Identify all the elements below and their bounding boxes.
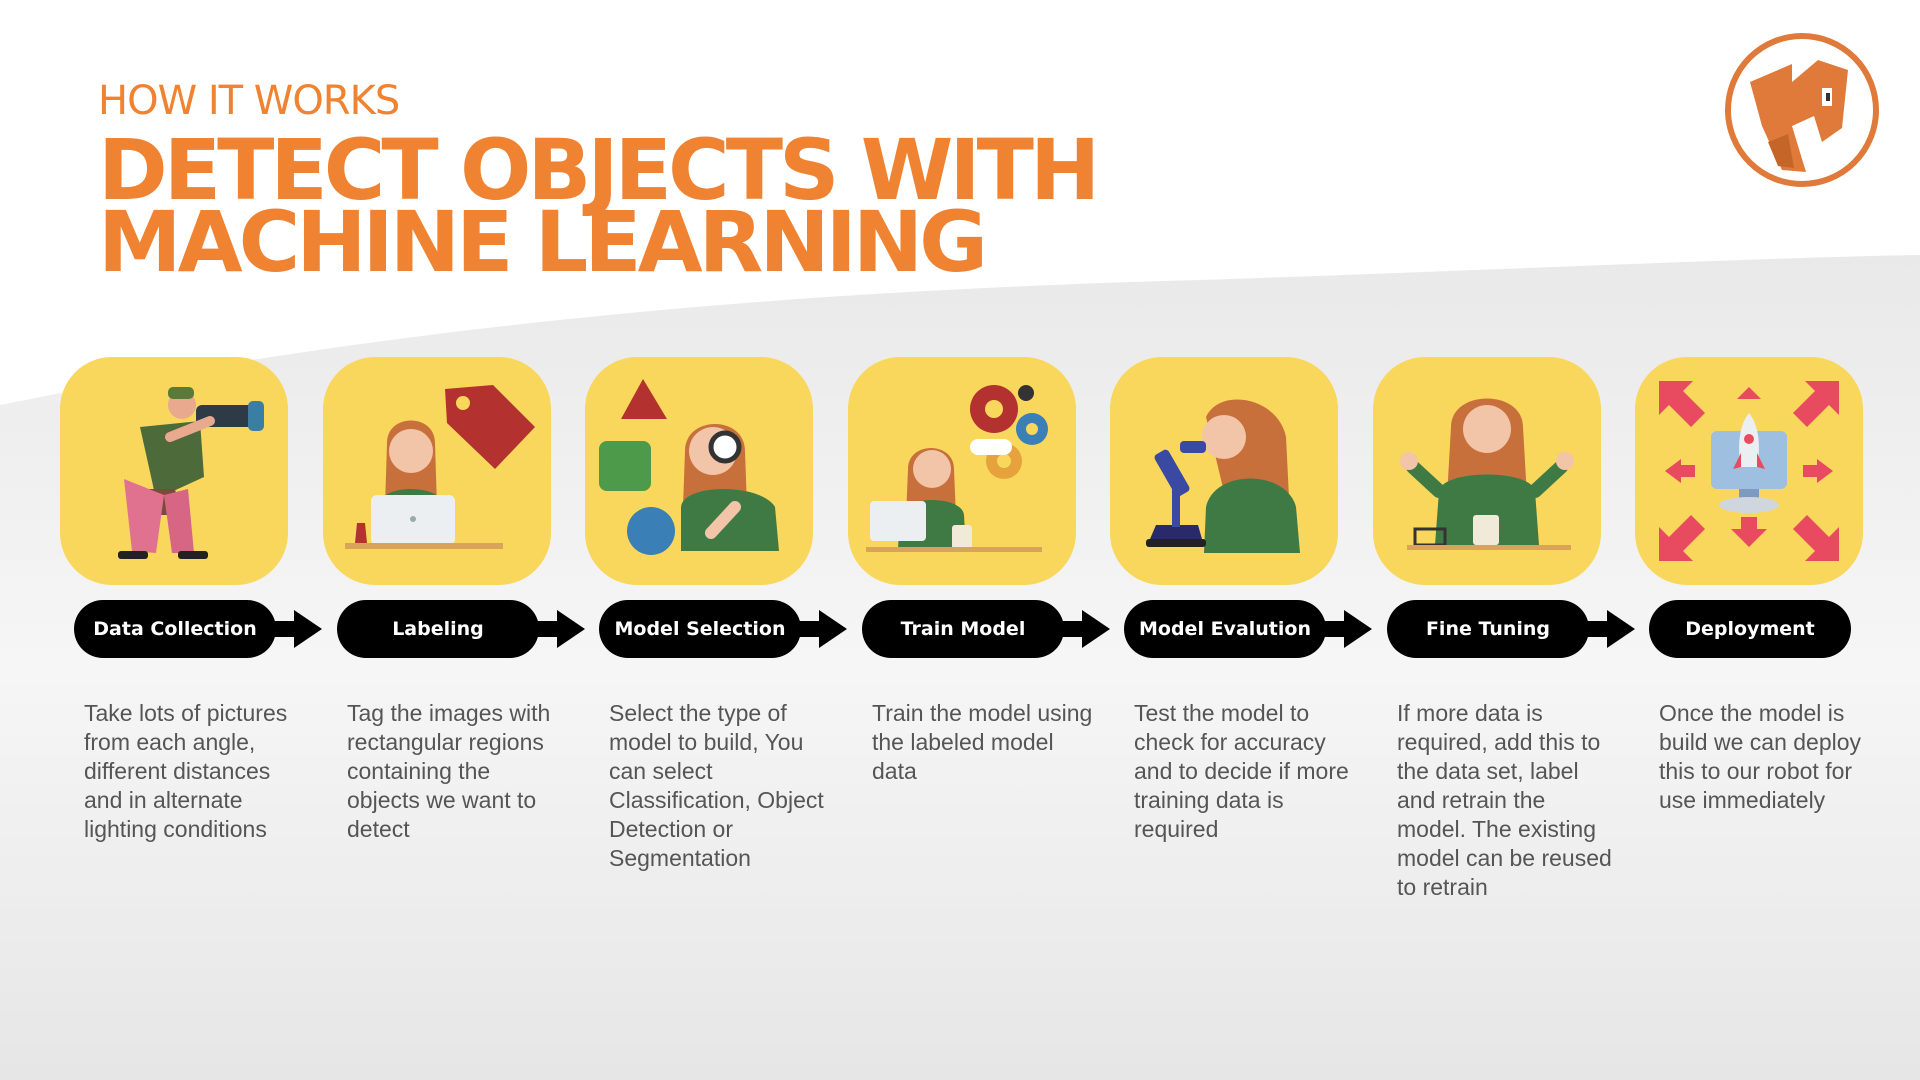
step-model-selection: Model Selection Select the type of model… <box>585 357 847 871</box>
step-data-collection: Data Collection Take lots of pictures fr… <box>60 357 322 842</box>
arrow-right-icon <box>270 610 322 648</box>
step-description: If more data is required, add this to th… <box>1397 700 1612 900</box>
step-description: Test the model to check for accuracy and… <box>1134 700 1349 842</box>
step-tile <box>585 357 813 585</box>
page-title: DETECT OBJECTS WITH MACHINE LEARNING <box>98 121 1100 291</box>
arrow-right-icon <box>1058 610 1110 648</box>
step-tile <box>1635 357 1863 585</box>
arrow-right-icon <box>533 610 585 648</box>
label-tag-icon <box>345 385 535 549</box>
rocket-deploy-icon <box>1659 381 1839 561</box>
company-logo <box>1725 33 1879 187</box>
gears-laptop-icon <box>866 385 1048 552</box>
shapes-magnifier-icon <box>599 379 779 555</box>
step-labeling: Labeling Tag the images with rectangular… <box>323 357 585 842</box>
page-title-line-2: MACHINE LEARNING <box>98 193 988 291</box>
step-tile <box>1110 357 1338 585</box>
step-train-model: Train Model Train the model using the la… <box>848 357 1110 784</box>
arrow-right-icon <box>1320 610 1372 648</box>
step-label-pill: Data Collection <box>74 600 276 658</box>
step-tile <box>323 357 551 585</box>
header: HOW IT WORKS DETECT OBJECTS WITH MACHINE… <box>98 78 1100 291</box>
step-description: Take lots of pictures from each angle, d… <box>84 700 288 842</box>
step-deployment: Deployment Once the model is build we ca… <box>1635 357 1863 813</box>
step-tile <box>1373 357 1601 585</box>
step-model-evaluation: Model Evalution Test the model to check … <box>1110 357 1372 842</box>
step-label-pill: Model Selection <box>599 600 801 658</box>
arrow-right-icon <box>795 610 847 648</box>
step-description: Select the type of model to build, You c… <box>609 700 824 871</box>
step-tile <box>60 357 288 585</box>
step-description: Tag the images with rectangular regions … <box>347 700 551 842</box>
arrow-right-icon <box>1583 610 1635 648</box>
step-label-pill: Model Evalution <box>1124 600 1326 658</box>
page-title-line-1: DETECT OBJECTS WITH <box>98 121 1100 219</box>
step-label-pill: Labeling <box>337 600 539 658</box>
photographer-icon <box>118 387 264 559</box>
step-description: Train the model using the labeled model … <box>872 700 1093 784</box>
step-tile <box>848 357 1076 585</box>
step-label-pill: Train Model <box>862 600 1064 658</box>
microscope-icon <box>1146 399 1300 553</box>
tuning-person-icon <box>1400 398 1574 550</box>
step-label-pill: Deployment <box>1649 600 1851 658</box>
eyebrow-label: HOW IT WORKS <box>98 78 400 124</box>
step-fine-tuning: Fine Tuning If more data is required, ad… <box>1373 357 1635 900</box>
step-label-pill: Fine Tuning <box>1387 600 1589 658</box>
step-description: Once the model is build we can deploy th… <box>1659 700 1862 813</box>
